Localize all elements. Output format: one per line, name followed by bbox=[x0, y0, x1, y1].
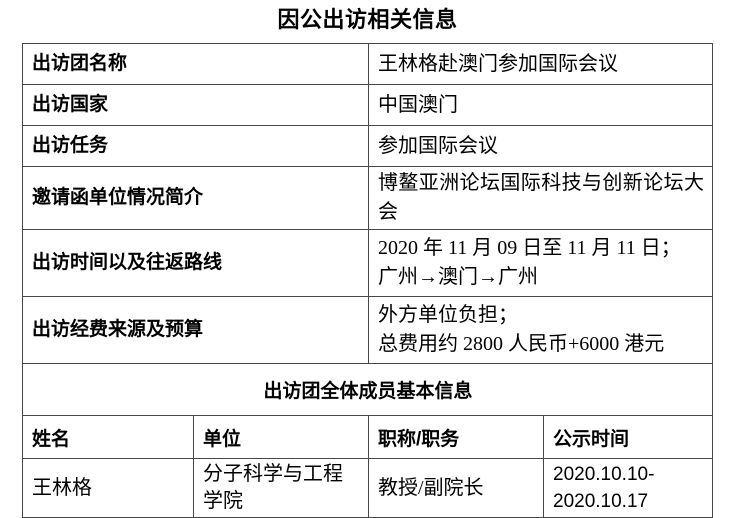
publicity-date-line: 2020.10.10- bbox=[553, 464, 655, 485]
members-section-title: 出访团全体成员基本信息 bbox=[21, 363, 714, 416]
info-label: 出访任务 bbox=[21, 125, 370, 167]
info-label: 邀请函单位情况简介 bbox=[21, 166, 370, 230]
members-header-row: 姓名 单位 职称/职务 公示时间 bbox=[21, 415, 713, 459]
info-label: 出访时间以及往返路线 bbox=[21, 229, 370, 297]
info-value: 2020 年 11 月 09 日至 11 月 11 日； 广州→澳门→广州 bbox=[368, 229, 713, 297]
info-value-line: 广州→澳门→广州 bbox=[378, 266, 538, 288]
info-label: 出访经费来源及预算 bbox=[21, 296, 370, 364]
info-row-mission: 出访任务 参加国际会议 bbox=[21, 125, 713, 167]
info-value-line: 中国澳门 bbox=[378, 93, 458, 116]
info-row-delegation-name: 出访团名称 王林格赴澳门参加国际会议 bbox=[21, 43, 713, 85]
document-page: 因公出访相关信息 出访团名称 王林格赴澳门参加国际会议 出访国家 中国澳门 bbox=[0, 6, 735, 518]
member-row: 王林格 分子科学与工程学院 教授/副院长 2020.10.10- 2020.10… bbox=[21, 458, 713, 518]
page-title: 因公出访相关信息 bbox=[277, 7, 458, 32]
publicity-date-line: 2020.10.17 bbox=[553, 491, 649, 512]
info-value-line: 2020 年 11 月 09 日至 11 月 11 日； bbox=[378, 237, 681, 259]
members-header-name: 姓名 bbox=[21, 415, 194, 459]
info-row-funding-budget: 出访经费来源及预算 外方单位负担； 总费用约 2800 人民币+6000 港元 bbox=[21, 296, 713, 364]
info-value: 参加国际会议 bbox=[368, 125, 713, 167]
info-row-inviting-org: 邀请函单位情况简介 博鳌亚洲论坛国际科技与创新论坛大会 bbox=[21, 166, 713, 230]
info-value: 王林格赴澳门参加国际会议 bbox=[368, 43, 713, 85]
info-value-line: 总费用约 2800 人民币+6000 港元 bbox=[378, 333, 665, 355]
member-unit: 分子科学与工程学院 bbox=[192, 458, 370, 518]
info-value-line: 博鳌亚洲论坛国际科技与创新论坛大会 bbox=[378, 172, 704, 223]
info-row-destination-country: 出访国家 中国澳门 bbox=[21, 84, 713, 126]
member-job-title: 教授/副院长 bbox=[368, 458, 544, 518]
member-publicity-dates: 2020.10.10- 2020.10.17 bbox=[543, 458, 713, 518]
info-value-line: 外方单位负担； bbox=[378, 304, 518, 326]
info-value: 外方单位负担； 总费用约 2800 人民币+6000 港元 bbox=[368, 296, 713, 364]
info-row-time-route: 出访时间以及往返路线 2020 年 11 月 09 日至 11 月 11 日； … bbox=[21, 229, 713, 297]
info-value-line: 参加国际会议 bbox=[378, 134, 498, 157]
info-value: 博鳌亚洲论坛国际科技与创新论坛大会 bbox=[368, 166, 713, 230]
info-label: 出访国家 bbox=[21, 84, 370, 126]
info-value-line: 王林格赴澳门参加国际会议 bbox=[378, 52, 618, 75]
members-header-publicity-time: 公示时间 bbox=[543, 415, 713, 459]
travel-info-table: 出访团名称 王林格赴澳门参加国际会议 出访国家 中国澳门 出访任务 参加国际会议… bbox=[21, 43, 714, 518]
members-header-title: 职称/职务 bbox=[368, 415, 544, 459]
member-name: 王林格 bbox=[21, 458, 194, 518]
members-section-row: 出访团全体成员基本信息 bbox=[21, 363, 714, 416]
members-header-unit: 单位 bbox=[192, 415, 370, 459]
info-label: 出访团名称 bbox=[21, 43, 370, 85]
info-value: 中国澳门 bbox=[368, 84, 713, 126]
